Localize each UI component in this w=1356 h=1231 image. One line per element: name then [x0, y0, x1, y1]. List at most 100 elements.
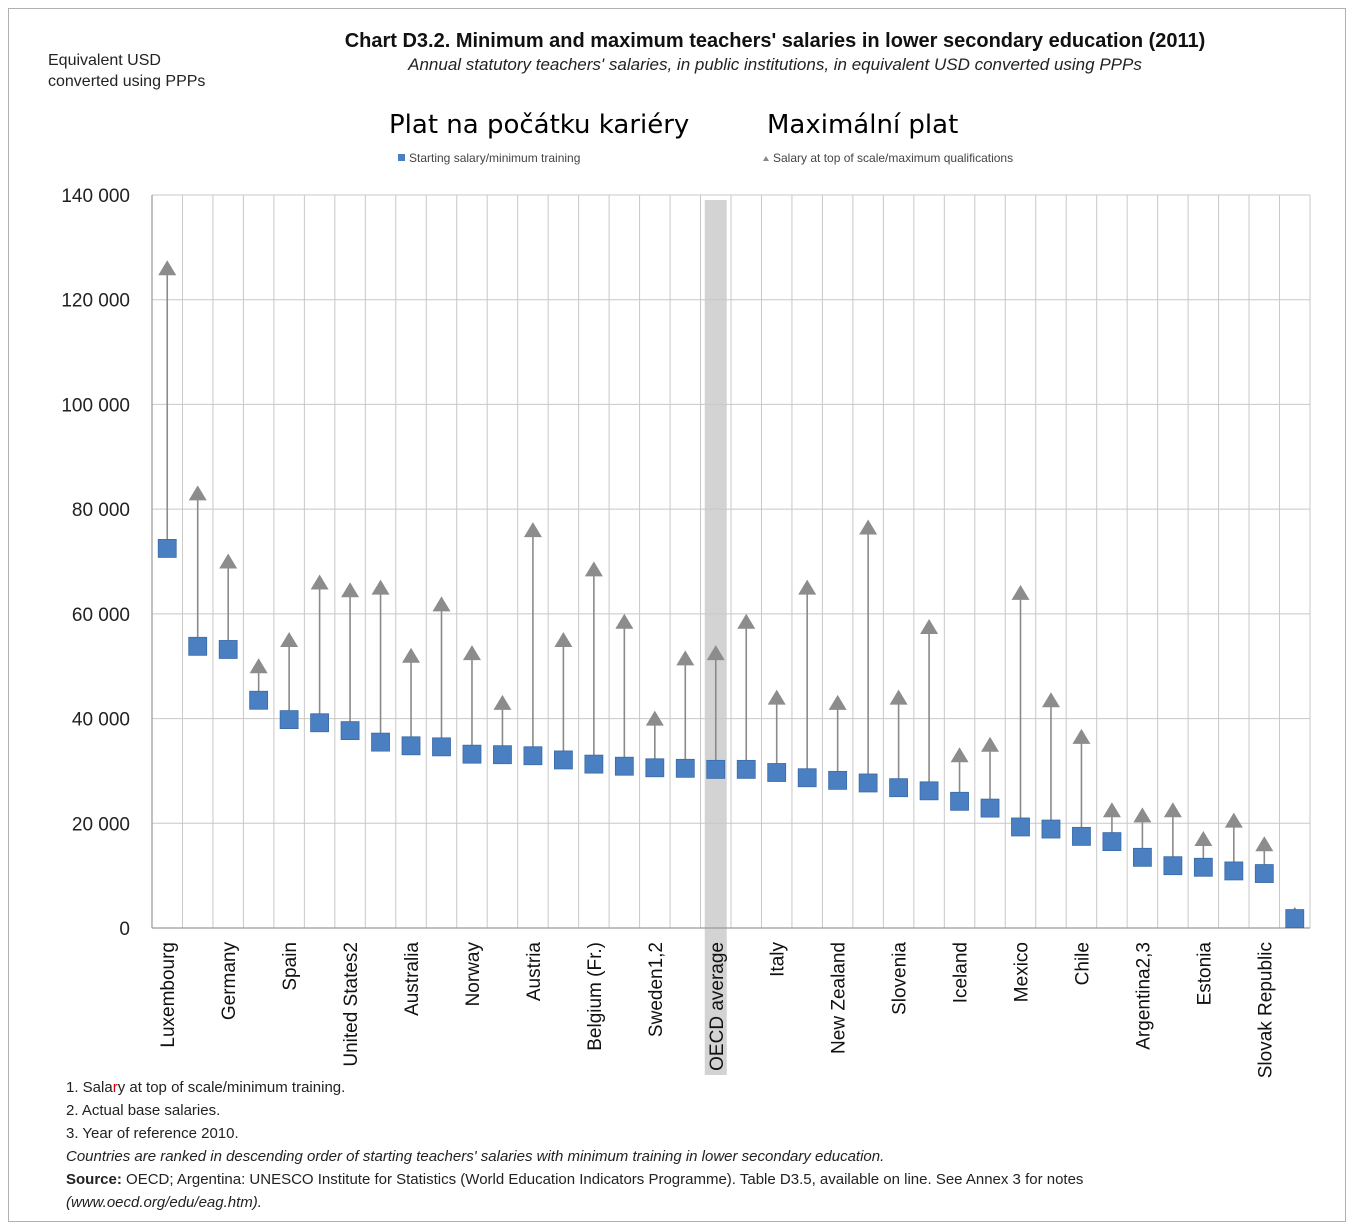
y-tick-label: 60 000 [72, 605, 130, 626]
max-salary-marker [1133, 807, 1152, 823]
starting-salary-marker [218, 640, 238, 659]
chart-subtitle: Annual statutory teachers' salaries, in … [408, 55, 1142, 74]
max-salary-marker [341, 582, 360, 598]
starting-salary-marker [157, 539, 177, 558]
max-salary-marker [280, 632, 299, 648]
footnotes: 1. Salary at top of scale/minimum traini… [66, 1076, 1346, 1214]
starting-salary-marker [1285, 909, 1305, 928]
max-salary-marker [1224, 812, 1243, 828]
starting-salary-marker [675, 758, 695, 778]
max-salary-marker [584, 561, 603, 577]
y-tick-label: 100 000 [61, 395, 130, 416]
starting-salary-marker [493, 745, 512, 765]
starting-salary-marker [432, 737, 451, 757]
max-salary-marker [219, 553, 238, 569]
starting-salary-marker [736, 759, 756, 779]
max-salary-marker [371, 579, 390, 595]
max-salary-marker [1163, 802, 1182, 818]
y-tick-label: 120 000 [61, 291, 130, 312]
x-tick-label: United States2 [341, 942, 362, 1067]
starting-salary-marker [706, 759, 726, 779]
max-salary-marker [706, 645, 725, 661]
x-tick-label: Slovak Republic [1255, 942, 1276, 1078]
max-salary-marker [950, 747, 969, 763]
starting-salary-marker [1011, 817, 1030, 837]
x-tick-label: Estonia [1194, 942, 1215, 1006]
triangle-marker-icon [763, 156, 769, 161]
legend-entry-top: Salary at top of scale/maximum qualifica… [763, 151, 1013, 165]
starting-salary-marker [614, 756, 634, 776]
max-salary-marker [188, 485, 207, 501]
starting-salary-marker [249, 690, 269, 710]
starting-salary-marker [858, 773, 878, 793]
footnote-1: 1. Salary at top of scale/minimum traini… [66, 1079, 346, 1096]
legend-label-top: Salary at top of scale/maximum qualifica… [773, 151, 1014, 165]
starting-salary-marker [553, 750, 573, 770]
max-salary-marker [402, 647, 421, 663]
x-tick-label: Argentina2,3 [1133, 942, 1154, 1050]
max-salary-marker [462, 645, 481, 661]
max-salary-marker [981, 736, 1000, 752]
y-tick-label: 140 000 [61, 186, 130, 207]
starting-salary-marker [584, 754, 604, 774]
annotation-starting-salary: Plat na počátku kariéry [389, 110, 690, 140]
max-salary-marker [920, 618, 939, 634]
starting-salary-marker [889, 778, 909, 798]
x-tick-label: Chile [1072, 942, 1093, 985]
x-tick-label: Italy [768, 942, 789, 977]
max-salary-marker [889, 689, 908, 705]
source-note: Source: OECD; Argentina: UNESCO Institut… [66, 1171, 1084, 1188]
footnote-3: 3. Year of reference 2010. [66, 1125, 239, 1142]
legend-label-starting: Starting salary/minimum training [409, 151, 581, 165]
footnote-2: 2. Actual base salaries. [66, 1102, 221, 1119]
max-salary-marker [859, 519, 878, 535]
x-tick-label: Sweden1,2 [646, 942, 667, 1037]
max-salary-marker [1255, 836, 1274, 852]
x-tick-label: Belgium (Fr.) [585, 942, 606, 1051]
starting-salary-marker [950, 791, 969, 811]
starting-salary-marker [279, 710, 299, 730]
starting-salary-marker [1224, 861, 1244, 881]
max-salary-marker [158, 260, 177, 276]
x-tick-label: New Zealand [829, 942, 850, 1054]
starting-salary-marker [340, 721, 360, 741]
chart-frame [8, 8, 1346, 1222]
x-tick-label: Mexico [1012, 942, 1033, 1002]
annotation-max-salary: Maximální plat [767, 110, 959, 140]
max-salary-marker [1072, 728, 1091, 744]
max-salary-marker [249, 658, 268, 674]
x-tick-label: OECD average [707, 942, 728, 1071]
starting-salary-marker [1041, 819, 1061, 839]
starting-salary-marker [645, 758, 665, 778]
max-salary-marker [1011, 584, 1030, 600]
max-salary-marker [737, 613, 756, 629]
x-tick-label: Norway [463, 942, 484, 1007]
max-salary-marker [1041, 692, 1060, 708]
max-salary-marker [523, 522, 542, 538]
source-url: (www.oecd.org/edu/eag.htm). [66, 1194, 262, 1211]
starting-salary-marker [188, 636, 208, 656]
ranking-note: Countries are ranked in descending order… [66, 1148, 885, 1165]
starting-salary-marker [797, 768, 817, 788]
starting-salary-marker [523, 746, 543, 766]
starting-salary-marker [919, 781, 939, 801]
starting-salary-marker [371, 732, 390, 752]
starting-salary-marker [310, 713, 330, 733]
x-tick-label: Germany [219, 942, 240, 1021]
x-tick-label: Slovenia [890, 942, 911, 1015]
max-salary-marker [554, 632, 573, 648]
max-salary-marker [645, 710, 664, 726]
starting-salary-marker [980, 798, 1000, 818]
x-tick-label: Iceland [951, 942, 972, 1003]
max-salary-marker [798, 579, 817, 595]
starting-salary-marker [1102, 832, 1122, 852]
max-salary-marker [310, 574, 329, 590]
starting-salary-marker [1193, 857, 1213, 877]
y-tick-label: 80 000 [72, 500, 130, 521]
starting-salary-marker [828, 770, 848, 790]
starting-salary-marker [767, 763, 787, 782]
max-salary-marker [493, 694, 512, 710]
max-salary-marker [676, 650, 695, 666]
starting-salary-marker [462, 744, 482, 764]
